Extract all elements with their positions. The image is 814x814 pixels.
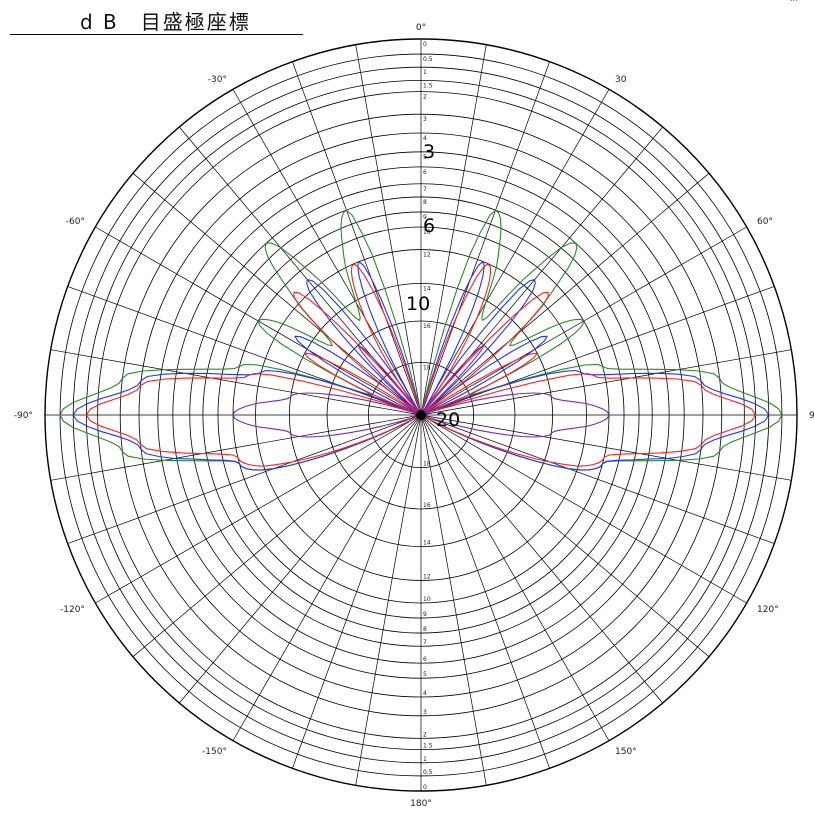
radial-tick-label: 3: [423, 116, 427, 123]
angle-label: -60°: [66, 217, 85, 227]
spoke-220: [179, 414, 422, 704]
spoke-330: [232, 89, 422, 416]
spoke-100: [420, 414, 792, 481]
spoke-190: [355, 414, 422, 786]
radial-tick-label: 7: [423, 639, 427, 646]
radial-tick-label: 4: [423, 690, 427, 697]
radial-tick-label: 0: [423, 41, 427, 48]
pattern-traces: [59, 209, 783, 471]
angle-label: -150°: [202, 747, 227, 757]
angle-label: -30°: [208, 75, 227, 85]
radial-tick-label: 4: [423, 135, 427, 142]
spoke-80: [420, 349, 792, 416]
radial-tick-label: 0.5: [423, 56, 433, 63]
radial-tick-label: 1.5: [423, 743, 433, 750]
radial-tick-label: 3: [423, 709, 427, 716]
large-db-label: 3: [423, 141, 435, 163]
angle-label: 150°: [615, 747, 637, 757]
spoke-20: [420, 61, 550, 416]
radial-tick-label: 18: [423, 461, 431, 468]
radial-tick-label: 10: [423, 596, 431, 603]
spoke-150: [420, 414, 610, 741]
radial-tick-label: 9: [423, 214, 427, 221]
spoke-210: [232, 414, 422, 741]
title-underline: [10, 34, 303, 35]
radial-tick-label: 1.5: [423, 82, 433, 89]
axis-labels: 000.50.5111.51.5223344556677889910101212…: [14, 23, 814, 809]
angle-label: 30: [615, 75, 627, 85]
chart-title: d B 目盛極座標: [80, 10, 251, 34]
spoke-130: [420, 414, 710, 657]
spoke-310: [132, 173, 422, 416]
center-point: [416, 410, 426, 420]
radial-tick-label: 6: [423, 656, 427, 663]
radial-tick-label: 14: [423, 540, 431, 547]
radial-tick-label: 5: [423, 671, 427, 678]
spoke-160: [420, 414, 550, 769]
radial-tick-label: 7: [423, 186, 427, 193]
angle-label: -90°: [14, 411, 33, 421]
spoke-70: [420, 286, 775, 416]
angle-label: -120°: [60, 605, 85, 615]
spoke-50: [420, 173, 710, 416]
radial-tick-label: 6: [423, 169, 427, 176]
angle-label: 120°: [757, 605, 779, 615]
spoke-120: [420, 414, 747, 604]
radial-tick-label: 8: [423, 199, 427, 206]
large-db-label: 6: [423, 215, 435, 237]
spoke-30: [420, 89, 610, 416]
spoke-200: [292, 414, 422, 769]
radial-tick-label: 1: [423, 756, 427, 763]
spoke-230: [132, 414, 422, 657]
radial-tick-label: 14: [423, 285, 431, 292]
spoke-170: [420, 414, 487, 786]
angle-label: 180°: [410, 799, 432, 809]
spoke-250: [67, 414, 422, 544]
spoke-290: [67, 286, 422, 416]
spoke-320: [179, 126, 422, 416]
radial-tick-label: 9: [423, 611, 427, 618]
radial-tick-label: 12: [423, 573, 431, 580]
angle-label: 90: [809, 411, 814, 421]
radial-tick-label: 12: [423, 252, 431, 259]
spoke-40: [420, 126, 663, 416]
corner-text: ...: [790, 0, 798, 3]
radial-tick-label: 2: [423, 94, 427, 101]
radial-tick-label: 16: [423, 502, 431, 509]
radial-tick-label: 1: [423, 69, 427, 76]
radial-tick-label: 8: [423, 626, 427, 633]
radial-tick-label: 0: [423, 784, 427, 791]
spoke-260: [50, 414, 422, 481]
spoke-280: [50, 349, 422, 416]
spoke-350: [355, 44, 422, 416]
large-db-label: 10: [406, 293, 430, 315]
radial-tick-label: 5: [423, 154, 427, 161]
spoke-240: [95, 414, 422, 604]
angle-label: 60°: [757, 217, 773, 227]
radial-tick-label: 18: [423, 364, 431, 371]
spoke-110: [420, 414, 775, 544]
radial-tick-label: 2: [423, 731, 427, 738]
large-db-label: 20: [436, 409, 460, 431]
radial-tick-label: 10: [423, 229, 431, 236]
spoke-340: [292, 61, 422, 416]
radial-tick-label: 0.5: [423, 769, 433, 776]
spoke-140: [420, 414, 663, 704]
spoke-10: [420, 44, 487, 416]
radial-tick-label: 16: [423, 323, 431, 330]
angle-label: 0°: [416, 23, 426, 33]
